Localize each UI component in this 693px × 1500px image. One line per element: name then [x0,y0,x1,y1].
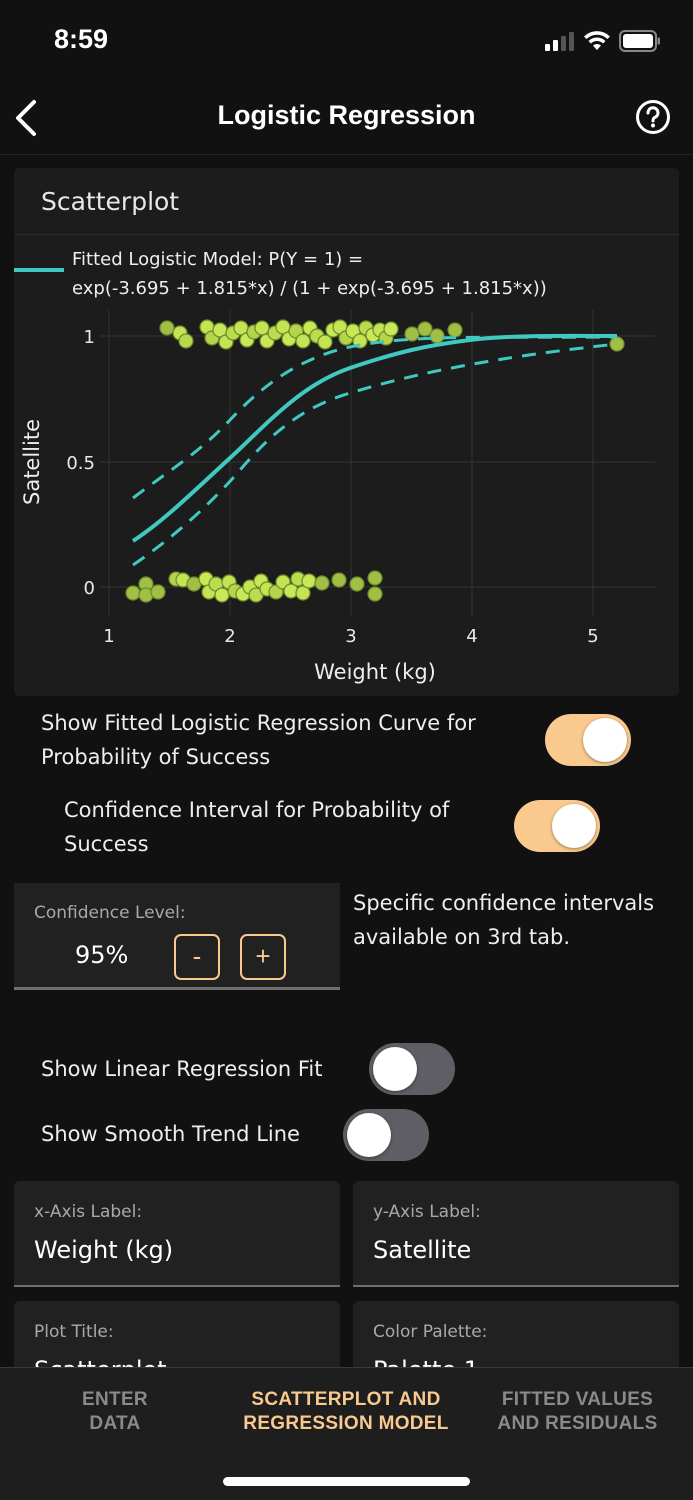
tab-enter-data[interactable]: ENTER DATA [40,1388,190,1436]
fitted-curve [131,333,618,543]
points-failure [125,570,383,603]
signal-icon [545,32,574,51]
back-button[interactable] [10,98,44,138]
scatterplot-chart[interactable]: Fitted Logistic Model: P(Y = 1) = exp(-3… [0,0,693,700]
svg-text:1: 1 [84,327,95,348]
svg-text:3: 3 [345,626,356,647]
y-tick-labels: 0 0.5 1 [66,327,95,599]
legend-line1: Fitted Logistic Model: P(Y = 1) = [72,249,363,270]
tab-label-line1: SCATTERPLOT AND [251,1389,441,1410]
status-time: 8:59 [54,24,109,54]
x-axis-field-value: Weight (kg) [34,1236,174,1264]
y-axis-field-label: y-Axis Label: [373,1202,481,1222]
tab-label-line2: DATA [89,1413,141,1434]
toggle-knob [347,1113,391,1157]
y-axis-title: Satellite [20,419,44,505]
tab-label-line2: AND RESIDUALS [497,1413,658,1434]
toggle-knob [552,804,596,848]
y-axis-label-field[interactable]: y-Axis Label: Satellite [353,1181,679,1287]
color-palette-field[interactable]: Color Palette: Palette 1 [353,1301,679,1371]
color-palette-field-label: Color Palette: [373,1322,488,1342]
x-axis-title: Weight (kg) [314,660,436,684]
tab-label-line1: ENTER [82,1389,148,1410]
svg-text:5: 5 [587,626,598,647]
svg-text:2: 2 [224,626,235,647]
tab-scatterplot-regression[interactable]: SCATTERPLOT AND REGRESSION MODEL [226,1388,466,1436]
help-button[interactable] [635,99,671,135]
confidence-level-label: Confidence Level: [34,903,186,923]
status-bar: 8:59 [0,0,693,80]
toggle-knob [373,1047,417,1091]
status-icons [545,30,661,52]
tab-label-line1: FITTED VALUES [501,1389,654,1410]
chart-title: Scatterplot [41,187,180,216]
fitted-curve-toggle[interactable] [545,714,631,766]
plot-title-field-label: Plot Title: [34,1322,114,1342]
confidence-note: Specific confidence intervals available … [353,891,655,949]
smooth-trend-label: Show Smooth Trend Line [41,1122,300,1146]
scatterplot-card: Scatterplot Fitted Logistic Model: P(Y =… [14,168,679,696]
tab-label-line2: REGRESSION MODEL [243,1413,449,1434]
svg-text:0.5: 0.5 [66,453,95,474]
confidence-level-stepper: Confidence Level: 95% - + [14,883,340,990]
nav-bar: Logistic Regression [0,80,693,155]
toggle-knob [583,718,627,762]
svg-text:0: 0 [84,578,95,599]
ci-lower-line [132,342,618,567]
y-axis-field-value: Satellite [373,1236,472,1264]
confidence-interval-label: Confidence Interval for Probability of S… [64,798,450,856]
page-title: Logistic Regression [217,100,476,130]
fitted-curve-label: Show Fitted Logistic Regression Curve fo… [41,711,476,769]
home-indicator[interactable] [223,1477,470,1486]
x-axis-field-label: x-Axis Label: [34,1202,143,1222]
points-success [159,319,625,352]
increment-button[interactable]: + [240,934,286,980]
linear-fit-label: Show Linear Regression Fit [41,1057,323,1081]
x-axis-label-field[interactable]: x-Axis Label: Weight (kg) [14,1181,340,1287]
smooth-trend-toggle[interactable] [343,1109,429,1161]
linear-fit-toggle[interactable] [369,1043,455,1095]
decrement-button[interactable]: - [174,934,220,980]
divider [14,234,679,235]
svg-text:4: 4 [466,626,477,647]
svg-text:1: 1 [103,626,114,647]
wifi-icon [584,31,610,50]
tab-fitted-values-residuals[interactable]: FITTED VALUES AND RESIDUALS [480,1388,675,1436]
question-circle-icon [636,100,670,134]
confidence-interval-toggle[interactable] [514,800,600,852]
chevron-left-icon [16,100,36,136]
legend-line2: exp(-3.695 + 1.815*x) / (1 + exp(-3.695 … [72,278,547,299]
confidence-level-value: 95% [75,941,129,969]
x-tick-labels: 1 2 3 4 5 [103,626,598,647]
battery-icon [619,30,660,52]
plot-title-field[interactable]: Plot Title: Scatterplot [14,1301,340,1371]
